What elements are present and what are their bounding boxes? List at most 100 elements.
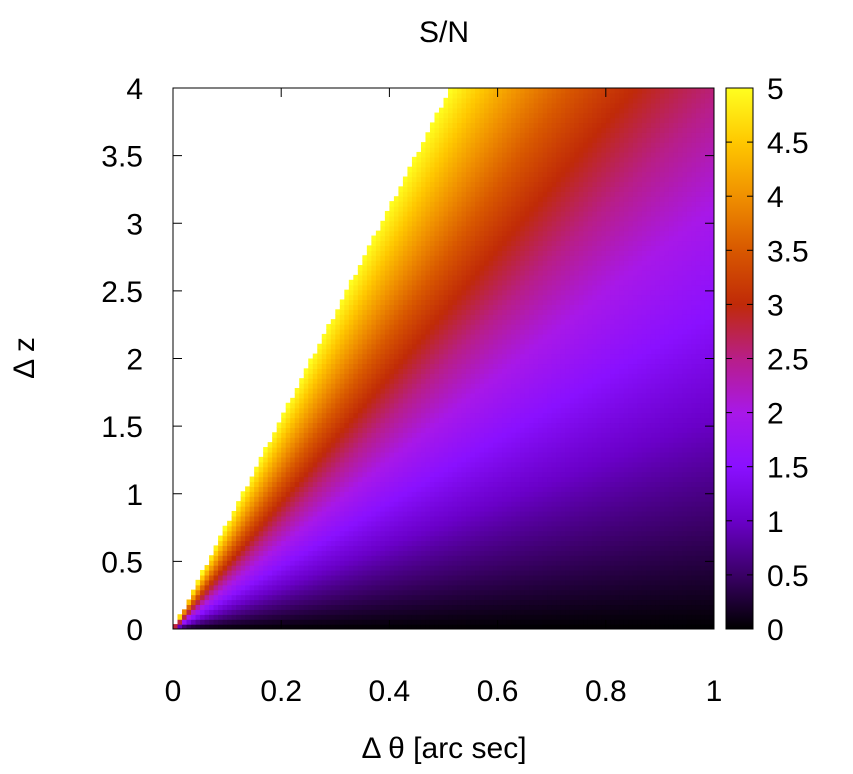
heatmap-cell [272, 515, 278, 522]
heatmap-cell [303, 569, 309, 576]
heatmap-cell [488, 599, 494, 606]
heatmap-cell [578, 574, 584, 581]
heatmap-cell [438, 584, 445, 591]
heatmap-cell [380, 520, 386, 527]
heatmap-cell [420, 609, 427, 615]
heatmap-cell [565, 442, 571, 448]
heatmap-cell [245, 506, 251, 512]
heatmap-cell [389, 584, 395, 591]
heatmap-cell [285, 437, 291, 443]
heatmap-cell [704, 624, 711, 629]
heatmap-cell [623, 530, 629, 537]
heatmap-cell [371, 540, 377, 546]
heatmap-cell [308, 402, 314, 409]
heatmap-cell [691, 565, 697, 571]
heatmap-cell [339, 525, 345, 532]
heatmap-cell [330, 496, 336, 502]
heatmap-cell [357, 609, 363, 615]
heatmap-cell [398, 619, 404, 625]
heatmap-cell [321, 442, 327, 448]
heatmap-cell [686, 407, 693, 414]
heatmap-cell [520, 496, 526, 502]
heatmap-cell [321, 501, 327, 507]
heatmap-cell [691, 604, 697, 610]
heatmap-cell [479, 476, 485, 483]
heatmap-cell [673, 451, 679, 458]
heatmap-cell [488, 432, 494, 438]
heatmap-cell [438, 569, 445, 576]
heatmap-cell [348, 432, 354, 438]
heatmap-cell [511, 520, 517, 527]
heatmap-cell [299, 555, 305, 561]
heatmap-cell [461, 481, 467, 487]
heatmap-cell [502, 461, 508, 468]
heatmap-cell [695, 530, 702, 537]
heatmap-cell [650, 545, 656, 551]
heatmap-cell [709, 584, 714, 591]
heatmap-cell [610, 501, 616, 507]
heatmap-cell [204, 584, 210, 591]
heatmap-cell [362, 417, 368, 424]
heatmap-cell [258, 506, 264, 512]
heatmap-cell [285, 491, 291, 497]
heatmap-cell [686, 417, 693, 424]
heatmap-cell [294, 560, 300, 566]
heatmap-cell [479, 427, 485, 433]
heatmap-cell [668, 491, 675, 497]
heatmap-cell [321, 471, 327, 478]
heatmap-cell [466, 604, 472, 610]
heatmap-cell [227, 525, 233, 532]
heatmap-cell [493, 540, 499, 546]
heatmap-cell [330, 604, 336, 610]
heatmap-cell [592, 496, 598, 502]
heatmap-cell [601, 442, 607, 448]
heatmap-cell [520, 540, 526, 546]
heatmap-cell [339, 574, 345, 581]
heatmap-cell [484, 451, 490, 458]
heatmap-cell [646, 624, 652, 629]
heatmap-cell [673, 481, 679, 487]
heatmap-cell [452, 545, 458, 551]
heatmap-cell [479, 599, 485, 606]
heatmap-cell [578, 496, 584, 502]
heatmap-cell [686, 422, 693, 428]
heatmap-cell [416, 624, 422, 629]
heatmap-cell [258, 535, 264, 542]
heatmap-cell [605, 496, 611, 502]
heatmap-cell [303, 510, 309, 517]
heatmap-cell [213, 545, 219, 551]
heatmap-cell [371, 594, 377, 601]
heatmap-cell [659, 609, 666, 615]
heatmap-cell [655, 510, 661, 517]
heatmap-cell [438, 486, 445, 492]
heatmap-cell [389, 589, 395, 596]
heatmap-cell [411, 437, 418, 443]
heatmap-cell [497, 486, 503, 492]
heatmap-cell [236, 604, 242, 610]
heatmap-cell [682, 530, 688, 537]
heatmap-cell [389, 422, 395, 428]
heatmap-cell [330, 506, 336, 512]
heatmap-cell [542, 579, 548, 586]
heatmap-cell [357, 417, 363, 424]
heatmap-cell [231, 589, 237, 596]
heatmap-cell [321, 535, 327, 542]
heatmap-cell [384, 545, 390, 551]
heatmap-cell [538, 422, 544, 428]
heatmap-cell [420, 491, 427, 497]
heatmap-cell [258, 569, 264, 576]
heatmap-cell [353, 506, 359, 512]
heatmap-cell [556, 506, 562, 512]
heatmap-cell [416, 515, 422, 522]
heatmap-cell [619, 569, 625, 576]
heatmap-cell [515, 565, 521, 571]
heatmap-cell [632, 619, 638, 625]
heatmap-cell [574, 476, 580, 483]
heatmap-cell [466, 496, 472, 502]
heatmap-cell [655, 540, 661, 546]
heatmap-cell [335, 584, 341, 591]
heatmap-cell [493, 442, 499, 448]
heatmap-cell [402, 466, 409, 473]
heatmap-cell [258, 486, 264, 492]
heatmap-cell [628, 540, 634, 546]
